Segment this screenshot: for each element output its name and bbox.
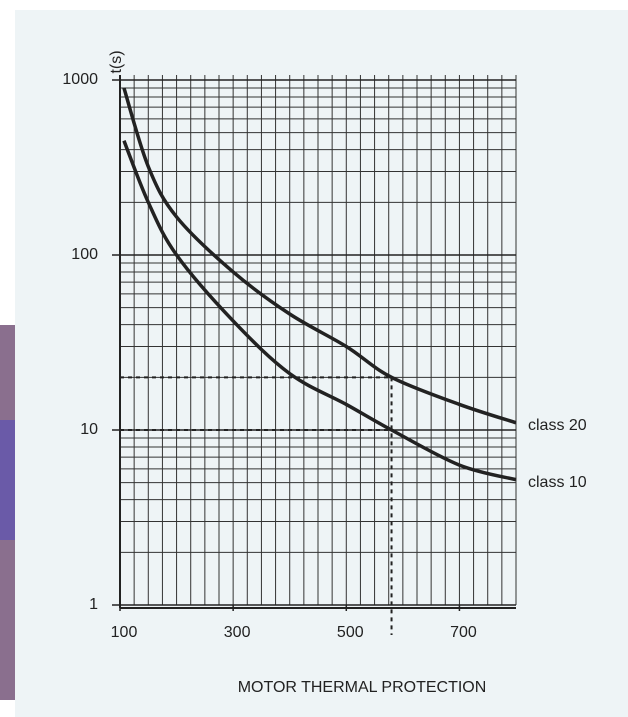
x-tick-label: 100 bbox=[111, 624, 138, 641]
series-label: class 10 bbox=[528, 474, 587, 491]
y-tick-label: 100 bbox=[71, 246, 98, 263]
chart: MOTOR THERMAL PROTECTION t(s) 1 10 100 1000… bbox=[0, 0, 628, 717]
panel bbox=[15, 10, 628, 717]
series-label: class 20 bbox=[528, 417, 587, 434]
chart-title: MOTOR THERMAL PROTECTION bbox=[238, 679, 487, 696]
x-tick-label: 700 bbox=[450, 624, 477, 641]
photo-fragment bbox=[0, 420, 15, 540]
y-tick-label: 10 bbox=[80, 421, 98, 438]
x-tick-label: 500 bbox=[337, 624, 364, 641]
y-tick-label: 1000 bbox=[62, 71, 98, 88]
x-tick-label: 300 bbox=[224, 624, 251, 641]
y-tick-label: 1 bbox=[89, 596, 98, 613]
y-axis-label: t(s) bbox=[108, 50, 125, 73]
